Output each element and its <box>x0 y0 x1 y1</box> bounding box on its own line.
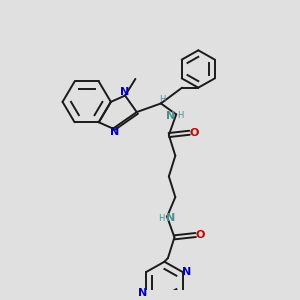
Text: N: N <box>138 288 147 298</box>
Text: O: O <box>190 128 199 138</box>
Text: H: H <box>159 214 165 223</box>
Text: N: N <box>110 127 119 137</box>
Text: N: N <box>166 111 176 121</box>
Text: H: H <box>177 111 184 120</box>
Text: N: N <box>121 87 130 97</box>
Text: O: O <box>196 230 205 240</box>
Text: N: N <box>166 213 175 223</box>
Text: H: H <box>159 95 166 104</box>
Text: N: N <box>182 267 191 277</box>
